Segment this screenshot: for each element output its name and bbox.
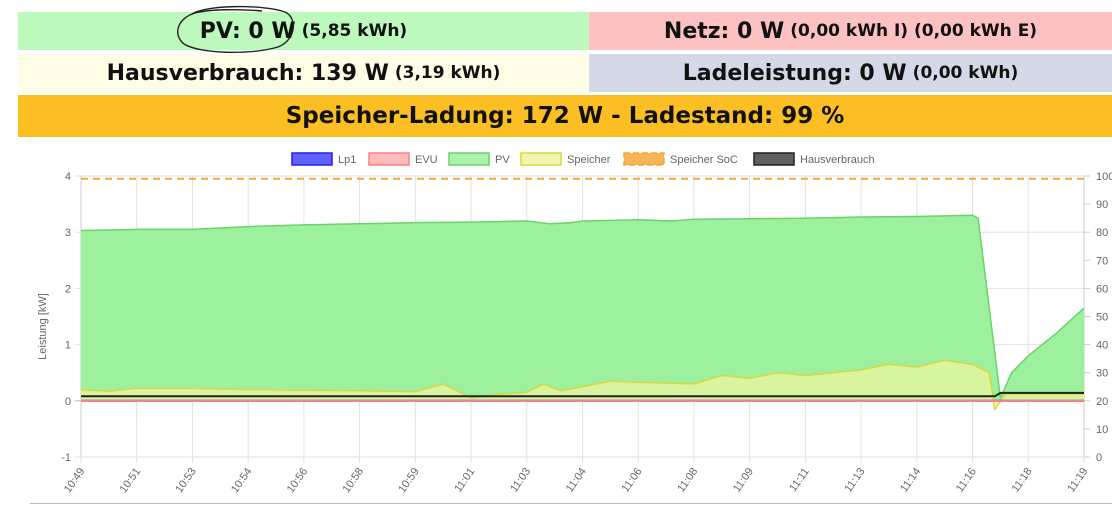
x-tick-label: 10:56 — [285, 466, 311, 495]
x-tick-label: 11:13 — [842, 466, 867, 495]
pv-power: PV: 0 W — [199, 18, 296, 44]
ladeleistung-power: Ladeleistung: 0 W — [682, 60, 907, 86]
pv-energy: (5,85 kWh) — [301, 21, 408, 41]
legend-label-pv: PV — [495, 154, 510, 166]
y-tick-label: 1 — [65, 340, 71, 352]
legend-swatch-evu — [368, 152, 410, 166]
ladeleistung-energy: (0,00 kWh) — [912, 63, 1019, 83]
x-tick-label: 10:59 — [396, 466, 422, 495]
y2-tick-label: 0 — [1096, 452, 1102, 464]
y2-tick-label: 80 — [1096, 227, 1108, 239]
legend-label-evu: EVU — [415, 154, 438, 166]
x-tick-label: 11:09 — [731, 466, 756, 495]
hausverbrauch-line — [81, 391, 1084, 398]
x-tick-label: 11:18 — [1010, 466, 1035, 495]
y2-tick-label: 30 — [1096, 368, 1108, 380]
x-tick-label: 11:16 — [954, 466, 979, 495]
y-tick-label: 0 — [65, 396, 71, 408]
x-tick-label: 11:14 — [898, 466, 923, 495]
y2-tick-label: 40 — [1096, 340, 1108, 352]
x-tick-label: 11:08 — [675, 466, 700, 495]
x-tick-label: 10:49 — [62, 466, 88, 495]
x-tick-label: 11:01 — [452, 466, 477, 495]
chart-series — [80, 177, 1085, 412]
x-tick-label: 11:19 — [1065, 466, 1090, 495]
y-tick-label: 4 — [65, 171, 71, 183]
y2-tick-label: 10 — [1096, 424, 1108, 436]
legend-label-speicher: Speicher — [567, 154, 611, 166]
netz-tile: Netz: 0 W (0,00 kWh I) (0,00 kWh E) — [589, 12, 1112, 50]
y-tick-label: 2 — [65, 283, 71, 295]
pv-line — [80, 214, 1085, 401]
y2-tick-label: 100 — [1096, 171, 1112, 183]
pv-tile: PV: 0 W (5,85 kWh) — [18, 12, 589, 50]
y-axis-label: Leistung [kW] — [37, 293, 49, 360]
x-tick-label: 11:11 — [787, 466, 812, 494]
pv-area — [81, 215, 1084, 401]
power-chart: Lp1 EVU PV Speicher Speicher SoC Hausverbrauc… — [37, 152, 1112, 495]
legend-label-speicher-soc: Speicher SoC — [670, 154, 738, 166]
speicher-tile: Speicher-Ladung: 172 W - Ladestand: 99 % — [18, 95, 1112, 137]
y2-tick-label: 50 — [1096, 312, 1108, 324]
legend-swatch-pv — [448, 152, 490, 166]
bottom-divider — [30, 503, 1112, 504]
chart-legend: Lp1 EVU PV Speicher Speicher SoC Hausverbrauc… — [291, 152, 875, 166]
netz-energy: (0,00 kWh I) (0,00 kWh E) — [790, 21, 1038, 41]
x-tick-label: 11:06 — [620, 466, 645, 495]
y-tick-label: 3 — [65, 227, 71, 239]
y2-tick-label: 20 — [1096, 396, 1108, 408]
y-tick-label: -1 — [61, 452, 71, 464]
x-tick-label: 11:03 — [508, 466, 533, 495]
speicher-status: Speicher-Ladung: 172 W - Ladestand: 99 % — [285, 103, 845, 129]
netz-power: Netz: 0 W — [663, 18, 785, 44]
x-tick-label: 10:58 — [340, 466, 366, 495]
y2-tick-label: 60 — [1096, 283, 1108, 295]
hausverbrauch-tile: Hausverbrauch: 139 W (3,19 kWh) — [18, 54, 589, 92]
x-tick-label: 11:04 — [564, 466, 589, 495]
ladeleistung-tile: Ladeleistung: 0 W (0,00 kWh) — [589, 54, 1112, 92]
x-tick-label: 10:51 — [118, 466, 144, 495]
hausverbrauch-power: Hausverbrauch: 139 W — [106, 60, 389, 86]
y2-tick-label: 70 — [1096, 255, 1108, 267]
x-tick-label: 10:54 — [229, 466, 255, 495]
legend-swatch-lp1 — [291, 152, 333, 166]
x-tick-label: 10:53 — [173, 466, 199, 495]
legend-label-lp1: Lp1 — [338, 154, 356, 166]
legend-label-hausverbrauch: Hausverbrauch — [800, 154, 875, 166]
hausverbrauch-energy: (3,19 kWh) — [394, 63, 501, 83]
legend-swatch-speicher-soc — [623, 152, 665, 166]
y2-tick-label: 90 — [1096, 199, 1108, 211]
legend-swatch-hausverbrauch — [753, 152, 795, 166]
legend-swatch-speicher — [520, 152, 562, 166]
speicher-line — [80, 359, 1084, 412]
